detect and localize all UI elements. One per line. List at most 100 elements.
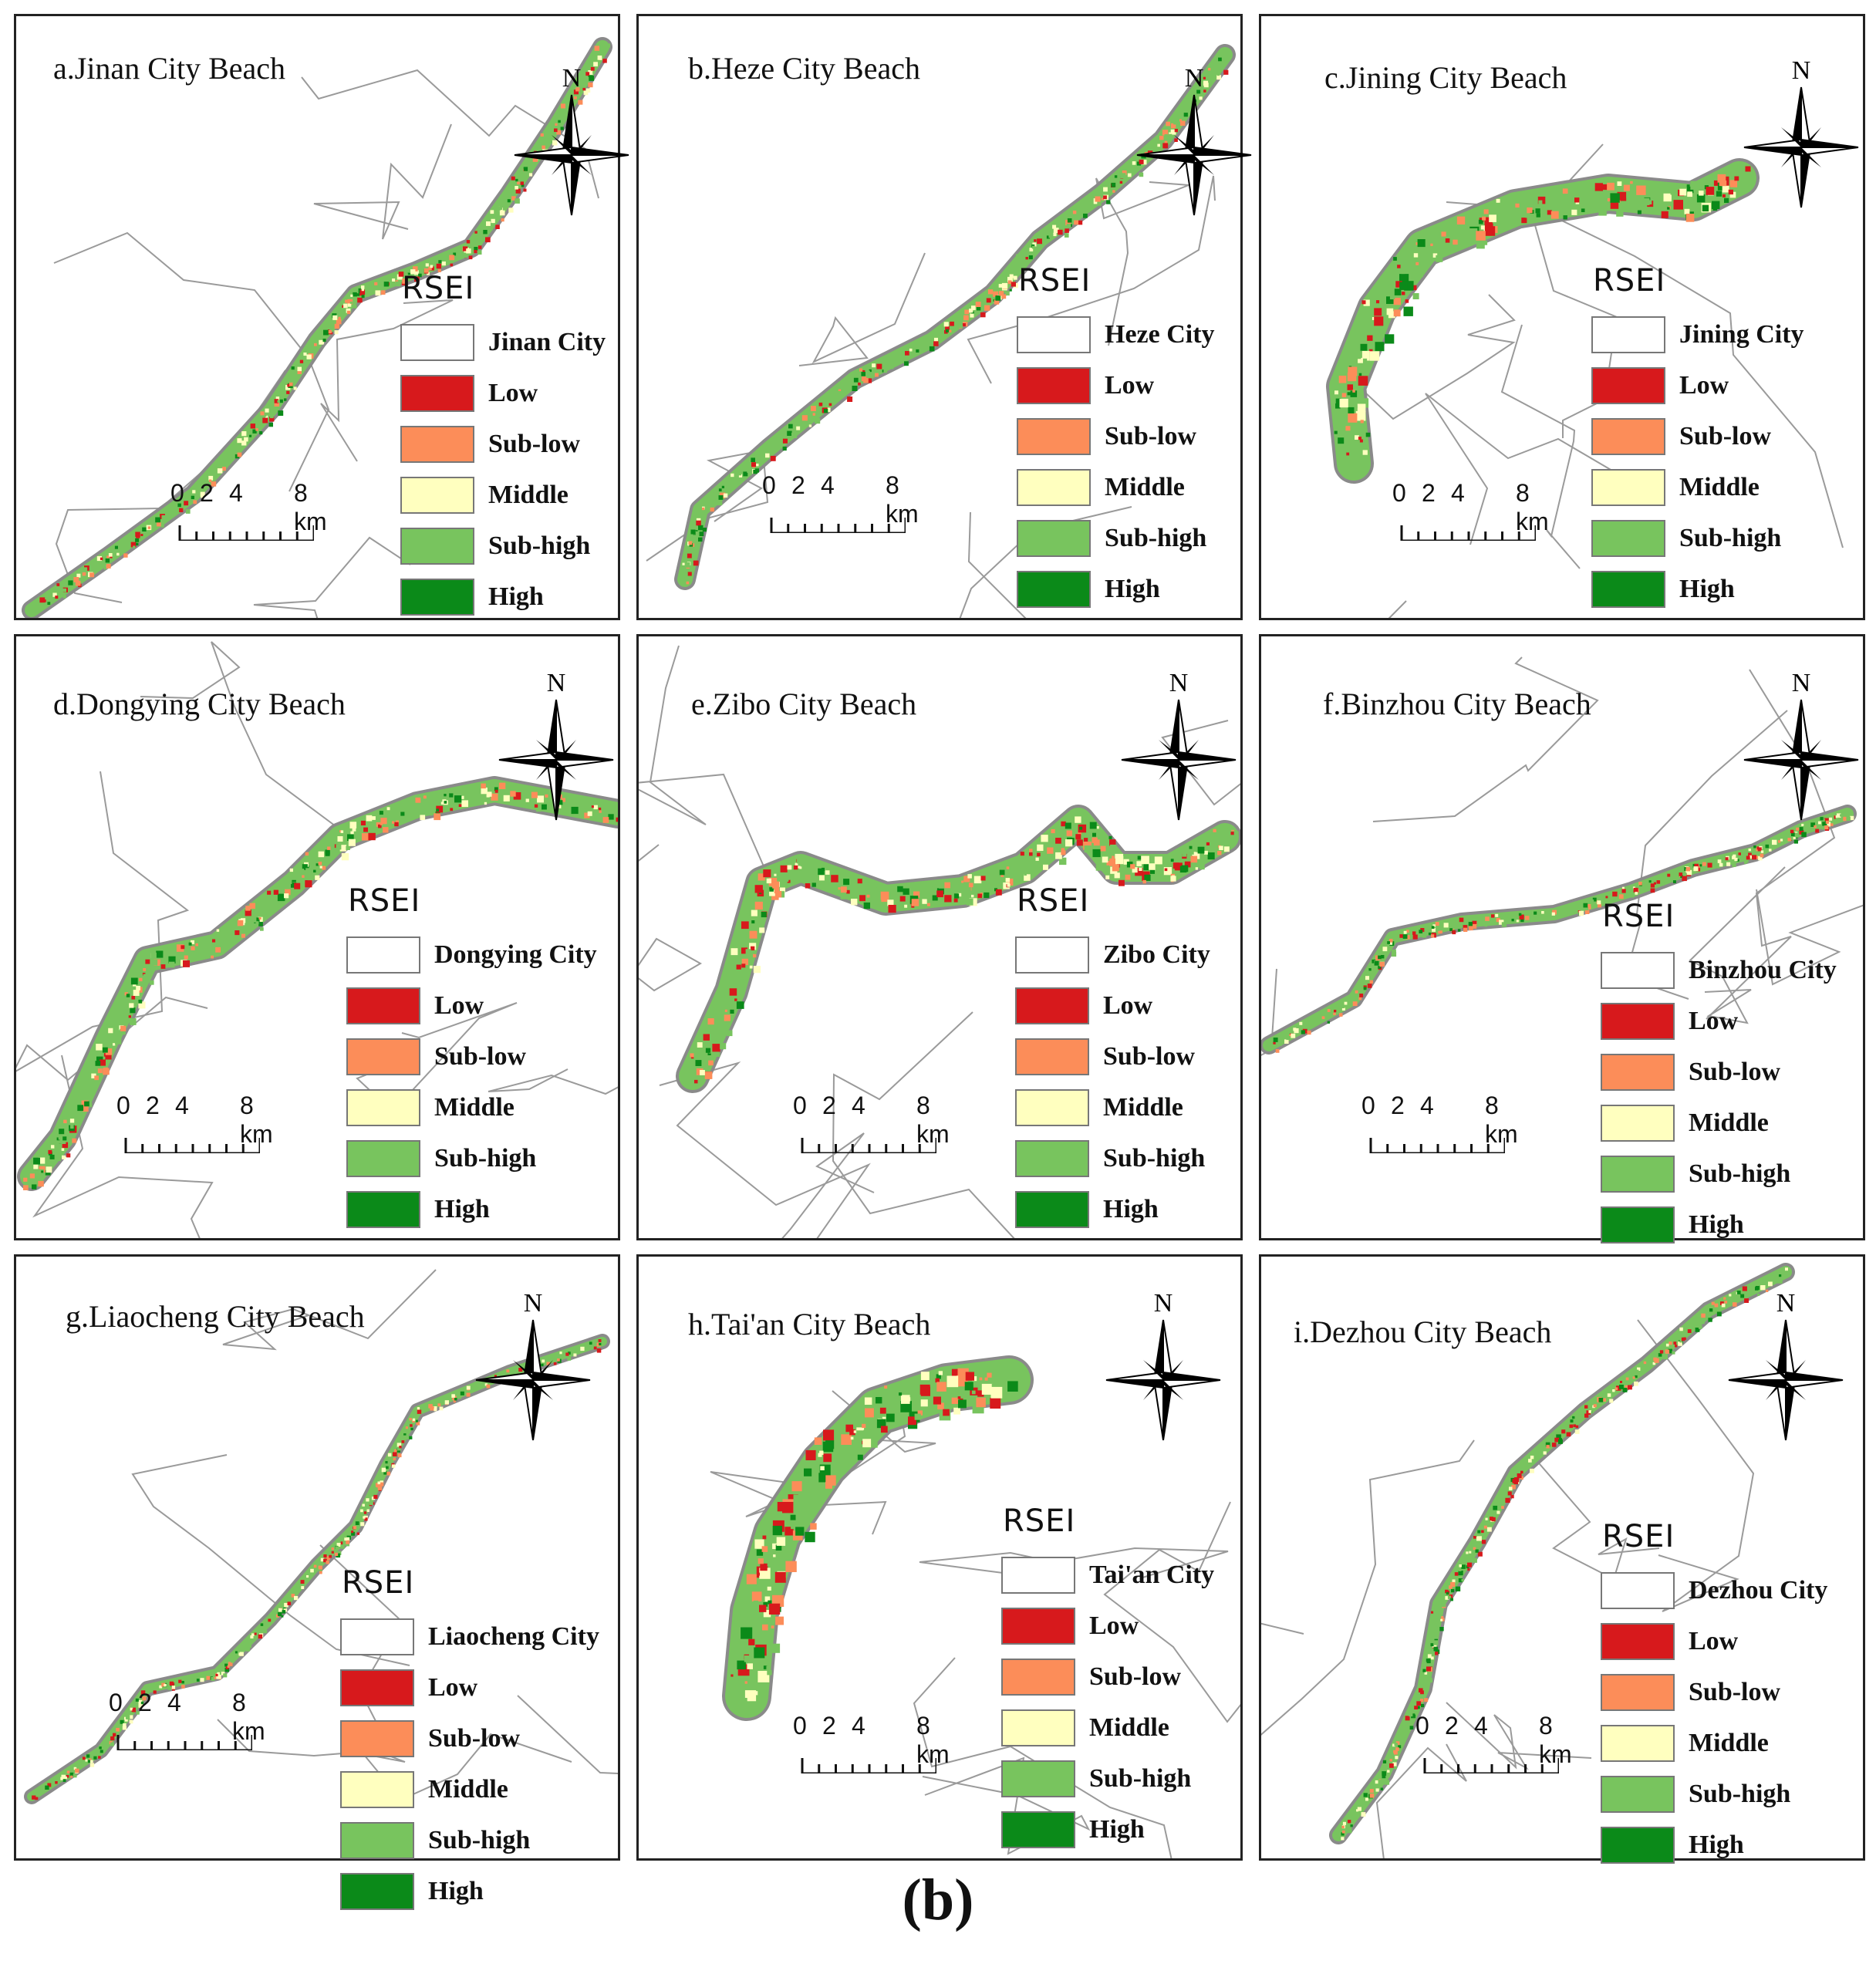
scale-tick-label: 8 km bbox=[916, 1092, 950, 1148]
legend-class-label: Sub-high bbox=[1689, 1780, 1791, 1808]
legend-city-label: Jinan City bbox=[488, 328, 606, 356]
scale-tick-label: 4 bbox=[821, 471, 835, 499]
scale-tick-label: 8 km bbox=[1485, 1092, 1518, 1148]
legend-class-label: Sub-high bbox=[434, 1144, 537, 1173]
legend-class-swatch bbox=[1015, 987, 1089, 1024]
legend-class-swatch bbox=[1015, 1191, 1089, 1228]
scale-tick-label: 8 km bbox=[916, 1712, 950, 1768]
north-arrow-icon: N bbox=[1102, 1289, 1225, 1442]
legend-class-swatch bbox=[1017, 367, 1091, 404]
scale-tick-label: 2 bbox=[200, 479, 214, 507]
rsei-legend: RSEI Jining City Low Sub-low Middle Sub-high H… bbox=[1591, 263, 1804, 615]
legend-city-swatch bbox=[1601, 952, 1675, 989]
map-canvas-f bbox=[1261, 656, 1863, 1056]
north-label: N bbox=[1791, 56, 1811, 85]
legend-class-row: High bbox=[400, 572, 606, 623]
admin-boundary bbox=[1637, 1319, 1755, 1612]
legend-class-row: Sub-low bbox=[1601, 1667, 1827, 1718]
map-panel-b: b.Heze City Beach N RSEI Heze City Low Sub-lo… bbox=[636, 14, 1252, 620]
legend-city-row: Dezhou City bbox=[1601, 1565, 1827, 1616]
scale-tick-label: 0 bbox=[1361, 1092, 1375, 1119]
map-panel-h: h.Tai'an City Beach N RSEI Tai'an City Low Su… bbox=[636, 1254, 1243, 1861]
north-label: N bbox=[1169, 669, 1189, 697]
legend-class-swatch bbox=[1591, 418, 1665, 455]
legend-city-row: Zibo City bbox=[1015, 930, 1210, 980]
legend-class-label: High bbox=[428, 1877, 484, 1905]
legend-class-label: Middle bbox=[488, 481, 569, 509]
legend-class-row: Low bbox=[340, 1662, 599, 1713]
legend-class-label: Middle bbox=[434, 1093, 515, 1122]
legend-city-row: Dongying City bbox=[346, 930, 597, 980]
map-canvas-g bbox=[24, 1269, 618, 1858]
scale-tick-label: 8 km bbox=[1539, 1712, 1572, 1768]
admin-boundary bbox=[320, 299, 454, 462]
legend-class-row: Sub-high bbox=[340, 1815, 599, 1866]
rsei-patches bbox=[23, 782, 618, 1190]
legend-city-swatch bbox=[1591, 316, 1665, 353]
legend-city-row: Liaocheng City bbox=[340, 1611, 599, 1662]
legend-class-row: Middle bbox=[1601, 1098, 1837, 1149]
legend-class-swatch bbox=[400, 528, 474, 565]
scale-tick-label: 2 bbox=[146, 1092, 160, 1119]
admin-boundary bbox=[222, 1269, 437, 1351]
rsei-legend: RSEI Binzhou City Low Sub-low Middle Sub-high… bbox=[1601, 899, 1837, 1250]
map-canvas-a bbox=[22, 37, 612, 618]
legend-class-label: High bbox=[1689, 1831, 1744, 1859]
rsei-legend: RSEI Dezhou City Low Sub-low Middle Sub-high H… bbox=[1601, 1519, 1827, 1871]
scale-tick-label: 4 bbox=[229, 479, 243, 507]
legend-class-row: High bbox=[1017, 564, 1215, 615]
legend-class-label: Low bbox=[1679, 371, 1729, 400]
legend-class-label: Sub-low bbox=[1103, 1042, 1196, 1071]
north-label: N bbox=[1184, 64, 1204, 93]
legend-title: RSEI bbox=[1602, 1519, 1675, 1554]
admin-boundary bbox=[253, 536, 411, 618]
legend-class-label: Low bbox=[434, 991, 484, 1020]
scale-tick-label: 2 bbox=[1391, 1092, 1405, 1119]
admin-boundary bbox=[1446, 1702, 1592, 1770]
admin-boundary bbox=[356, 1002, 518, 1113]
legend-class-label: Middle bbox=[1089, 1713, 1169, 1742]
admin-boundary bbox=[659, 1061, 871, 1238]
legend-class-label: Middle bbox=[1105, 473, 1185, 501]
admin-boundary bbox=[1261, 1622, 1304, 1635]
legend-city-label: Zibo City bbox=[1103, 940, 1210, 969]
map-canvas-b bbox=[646, 44, 1236, 618]
admin-boundary bbox=[16, 771, 190, 1072]
legend-class-row: Sub-low bbox=[340, 1713, 599, 1764]
legend-class-row: Sub-low bbox=[346, 1031, 597, 1082]
legend-class-row: High bbox=[1001, 1804, 1214, 1855]
rsei-patches bbox=[1341, 1267, 1788, 1841]
legend-city-label: Liaocheng City bbox=[428, 1622, 599, 1651]
legend-title: RSEI bbox=[402, 271, 475, 306]
legend-class-swatch bbox=[1601, 1206, 1675, 1244]
legend-city-row: Tai'an City bbox=[1001, 1550, 1214, 1601]
legend-city-swatch bbox=[1001, 1557, 1075, 1594]
legend-class-row: Middle bbox=[400, 470, 606, 521]
north-arrow-icon: N bbox=[1739, 669, 1863, 822]
legend-class-row: Sub-high bbox=[1017, 513, 1215, 564]
legend-class-label: Sub-low bbox=[1105, 422, 1197, 451]
legend-class-swatch bbox=[1001, 1709, 1075, 1746]
legend-class-row: High bbox=[1015, 1184, 1210, 1235]
rsei-legend: RSEI Jinan City Low Sub-low Middle Sub-high Hi… bbox=[400, 271, 606, 623]
rsei-patches bbox=[39, 43, 610, 605]
scale-tick-label: 8 km bbox=[294, 479, 327, 535]
legend-title: RSEI bbox=[348, 883, 421, 919]
legend-title: RSEI bbox=[1017, 883, 1090, 919]
admin-boundary bbox=[140, 641, 357, 842]
legend-class-label: High bbox=[1679, 575, 1735, 603]
legend-class-label: High bbox=[1105, 575, 1160, 603]
north-arrow-icon: N bbox=[1132, 64, 1256, 217]
legend-title: RSEI bbox=[1593, 263, 1666, 299]
legend-class-swatch bbox=[1001, 1608, 1075, 1645]
legend-class-label: Low bbox=[1689, 1007, 1739, 1035]
rsei-legend: RSEI Liaocheng City Low Sub-low Middle Sub-hi… bbox=[340, 1565, 599, 1917]
rsei-patches bbox=[1334, 166, 1751, 469]
legend-class-swatch bbox=[1591, 520, 1665, 557]
legend-city-swatch bbox=[1601, 1572, 1675, 1609]
admin-boundary bbox=[32, 1055, 214, 1238]
map-canvas-c bbox=[1326, 143, 1844, 618]
legend-class-swatch bbox=[1015, 1089, 1089, 1126]
